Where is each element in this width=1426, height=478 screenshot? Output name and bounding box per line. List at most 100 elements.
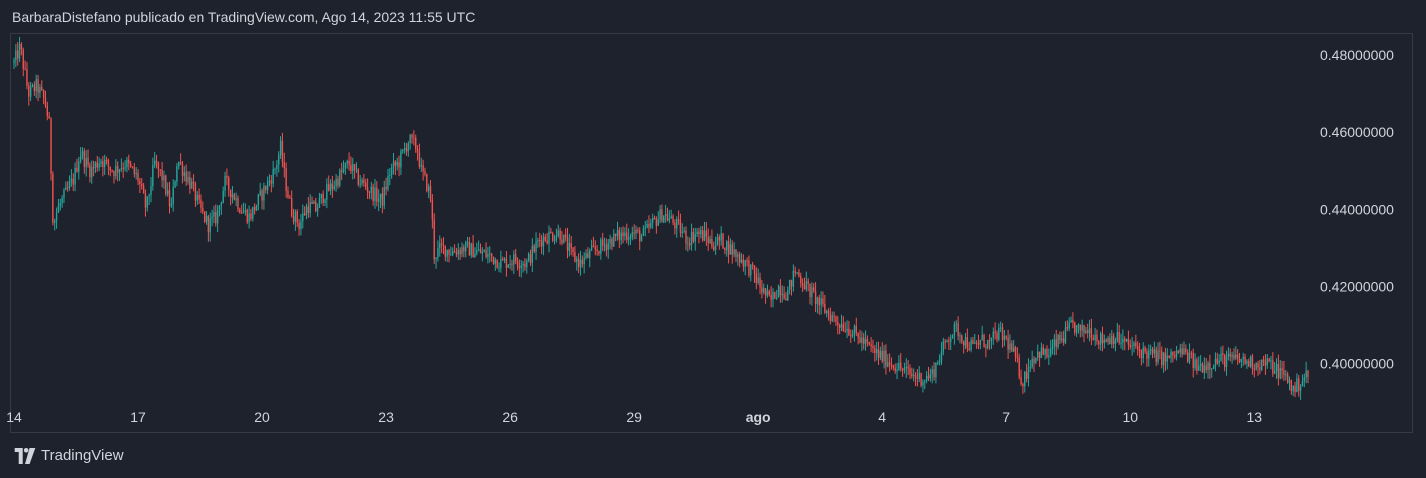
candle-body (92, 167, 95, 169)
candle-body (676, 219, 678, 229)
candle-body (461, 247, 463, 255)
candle-body (1242, 356, 1244, 359)
candle-body (283, 161, 285, 169)
candle-body (864, 338, 867, 344)
candle-body (98, 163, 100, 168)
candle-body (57, 205, 60, 213)
candle-body (1238, 358, 1241, 362)
candle-body (1075, 325, 1078, 333)
candle-body (635, 229, 637, 234)
candle-body (1268, 358, 1270, 362)
candle-body (1144, 347, 1146, 352)
candle-body (1105, 339, 1107, 342)
candle-body (1124, 338, 1126, 342)
candle-body (996, 333, 998, 340)
candle-body (1292, 385, 1294, 392)
candle-body (514, 254, 517, 262)
candle-body (1222, 353, 1224, 356)
candle-body (435, 257, 437, 260)
candle-body (1074, 322, 1076, 333)
candle-body (827, 311, 830, 315)
candle-body (70, 178, 73, 182)
candle-body (387, 176, 389, 190)
candle-body (700, 230, 702, 235)
candle-body (877, 349, 880, 358)
candle-body (561, 239, 563, 244)
candle-body (1114, 340, 1117, 344)
candle-body (496, 259, 498, 269)
candle-body (1081, 325, 1083, 331)
candle-body (1205, 365, 1207, 370)
candle-body (805, 281, 808, 290)
candle-body (796, 272, 798, 274)
candle-body (313, 201, 315, 204)
candle-body (331, 183, 334, 190)
candle-body (1061, 338, 1063, 341)
candle-body (707, 237, 709, 244)
candle-body (1001, 327, 1004, 340)
y-tick-label: 0.46000000 (1320, 124, 1394, 140)
candle-body (1279, 368, 1281, 378)
x-tick-label: 26 (502, 409, 518, 425)
candle-body (640, 235, 643, 242)
candle-body (287, 190, 289, 198)
candle-body (429, 186, 432, 200)
candle-body (503, 258, 506, 261)
candle-body (629, 237, 632, 239)
candle-body (220, 202, 223, 206)
candle-body (109, 166, 111, 171)
candle-body (163, 175, 165, 181)
candle-body (383, 187, 385, 206)
candle-body (722, 233, 724, 249)
candle-body (452, 251, 454, 255)
candle-body (803, 285, 806, 290)
candle-body (1162, 352, 1165, 366)
candle-body (1262, 359, 1265, 362)
candle-body (1088, 328, 1091, 334)
candle-body (950, 338, 952, 342)
candle-body (1142, 347, 1144, 359)
candle-body (787, 289, 789, 301)
candle-body (402, 149, 404, 152)
candle-body (1185, 348, 1187, 353)
candle-body (315, 201, 317, 212)
candle-body (322, 193, 324, 203)
candle-body (133, 167, 136, 174)
candle-body (740, 259, 743, 263)
candle-body (813, 287, 815, 292)
candle-body (657, 219, 659, 226)
candle-body (231, 194, 234, 198)
candle-body (226, 176, 228, 178)
candle-body (509, 263, 511, 265)
candle-body (333, 186, 335, 190)
candle-body (1294, 385, 1296, 393)
candle-body (1299, 386, 1302, 391)
candle-body (1290, 380, 1293, 392)
candle-body (1174, 355, 1176, 357)
candle-body (1092, 338, 1094, 341)
candle-body (41, 87, 43, 91)
candle-series (13, 36, 1309, 400)
candle-body (975, 342, 978, 344)
candle-body (344, 163, 347, 169)
candle-body (91, 167, 93, 178)
candle-body (601, 239, 604, 246)
candle-body (1077, 324, 1080, 326)
candle-body (688, 243, 691, 246)
candle-body (1273, 371, 1276, 374)
candle-body (477, 249, 480, 251)
candle-body (1231, 355, 1233, 357)
candle-body (1116, 332, 1119, 341)
candle-body (777, 286, 780, 298)
candle-body (620, 232, 622, 240)
candle-body (729, 244, 732, 255)
candle-body (900, 362, 902, 369)
candle-body (770, 294, 772, 300)
candle-body (348, 160, 350, 165)
candle-body (1085, 330, 1087, 333)
candle-body (263, 186, 265, 201)
candle-body (570, 243, 572, 248)
candle-body (800, 276, 802, 283)
candle-body (229, 189, 232, 198)
